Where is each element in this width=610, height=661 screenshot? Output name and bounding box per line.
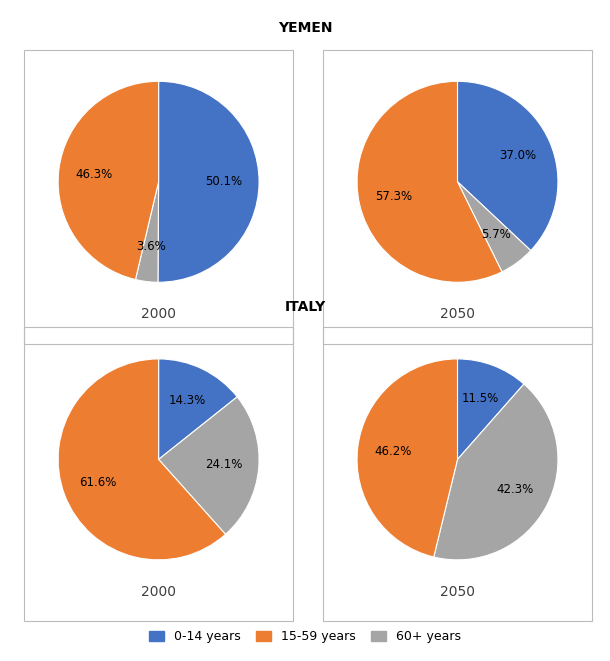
Wedge shape: [58, 359, 226, 560]
Text: 2050: 2050: [440, 307, 475, 321]
Wedge shape: [458, 359, 524, 459]
Text: 46.2%: 46.2%: [374, 445, 411, 458]
Text: 61.6%: 61.6%: [79, 476, 117, 489]
Text: YEMEN: YEMEN: [278, 21, 332, 36]
Text: 46.3%: 46.3%: [75, 168, 112, 180]
Text: 37.0%: 37.0%: [499, 149, 536, 163]
Text: 14.3%: 14.3%: [168, 394, 206, 407]
Text: 2000: 2000: [141, 585, 176, 599]
Text: 2050: 2050: [440, 585, 475, 599]
Text: 2000: 2000: [141, 307, 176, 321]
Text: 5.7%: 5.7%: [481, 228, 511, 241]
Wedge shape: [159, 397, 259, 534]
Wedge shape: [458, 81, 558, 251]
Wedge shape: [159, 359, 237, 459]
Text: 11.5%: 11.5%: [462, 392, 499, 405]
Wedge shape: [135, 182, 159, 282]
Wedge shape: [434, 384, 558, 560]
Text: 50.1%: 50.1%: [206, 175, 242, 188]
Text: ITALY: ITALY: [284, 300, 326, 315]
Wedge shape: [458, 182, 531, 272]
Wedge shape: [58, 81, 159, 280]
Text: 57.3%: 57.3%: [375, 190, 412, 203]
Text: 3.6%: 3.6%: [136, 240, 166, 253]
Wedge shape: [357, 81, 502, 282]
Legend: 0-14 years, 15-59 years, 60+ years: 0-14 years, 15-59 years, 60+ years: [144, 625, 466, 648]
Wedge shape: [158, 81, 259, 282]
Text: 42.3%: 42.3%: [497, 483, 534, 496]
Text: 24.1%: 24.1%: [205, 459, 242, 471]
Wedge shape: [357, 359, 458, 557]
